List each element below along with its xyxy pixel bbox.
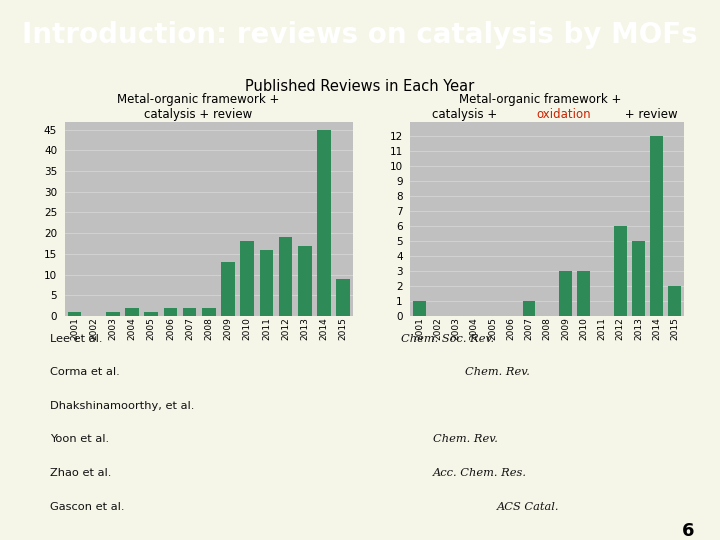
Bar — [240, 241, 254, 316]
Bar — [221, 262, 235, 316]
Bar — [413, 301, 426, 316]
Bar — [183, 308, 197, 316]
Text: ACS Catal.: ACS Catal. — [497, 502, 559, 512]
Bar — [106, 312, 120, 316]
Bar — [523, 301, 536, 316]
Text: Published Reviews in Each Year: Published Reviews in Each Year — [246, 79, 474, 94]
Bar — [577, 271, 590, 316]
Text: Acc. Chem. Res.: Acc. Chem. Res. — [433, 468, 527, 478]
Text: Lee et al.: Lee et al. — [50, 334, 107, 343]
Text: Yoon et al.: Yoon et al. — [50, 435, 113, 444]
Text: 6: 6 — [683, 522, 695, 540]
Text: Chem. Rev.: Chem. Rev. — [433, 435, 498, 444]
Bar — [650, 137, 663, 316]
Text: Introduction: reviews on catalysis by MOFs: Introduction: reviews on catalysis by MO… — [22, 21, 698, 49]
Text: oxidation: oxidation — [536, 108, 591, 121]
Text: Chem. Rev.: Chem. Rev. — [465, 367, 530, 377]
Text: catalysis +: catalysis + — [432, 108, 501, 121]
Text: Corma et al.: Corma et al. — [50, 367, 124, 377]
Bar — [279, 237, 292, 316]
Text: Metal-organic framework +: Metal-organic framework + — [459, 93, 621, 106]
Bar — [125, 308, 139, 316]
Bar — [559, 271, 572, 316]
Bar — [336, 279, 350, 316]
Text: catalysis + review: catalysis + review — [144, 108, 252, 121]
Bar — [668, 286, 681, 316]
Text: + review: + review — [621, 108, 678, 121]
Bar — [260, 249, 273, 316]
Bar — [318, 130, 330, 316]
Text: Zhao et al.: Zhao et al. — [50, 468, 115, 478]
Bar — [163, 308, 177, 316]
Bar — [632, 241, 645, 316]
Text: Gascon et al.: Gascon et al. — [50, 502, 129, 512]
Text: Dhakshinamoorthy, et al.: Dhakshinamoorthy, et al. — [50, 401, 199, 411]
Bar — [68, 312, 81, 316]
Bar — [145, 312, 158, 316]
Bar — [298, 246, 312, 316]
Bar — [613, 226, 626, 316]
Text: Metal-organic framework +: Metal-organic framework + — [117, 93, 279, 106]
Bar — [202, 308, 215, 316]
Text: Chem. Soc. Rev.: Chem. Soc. Rev. — [401, 334, 494, 343]
